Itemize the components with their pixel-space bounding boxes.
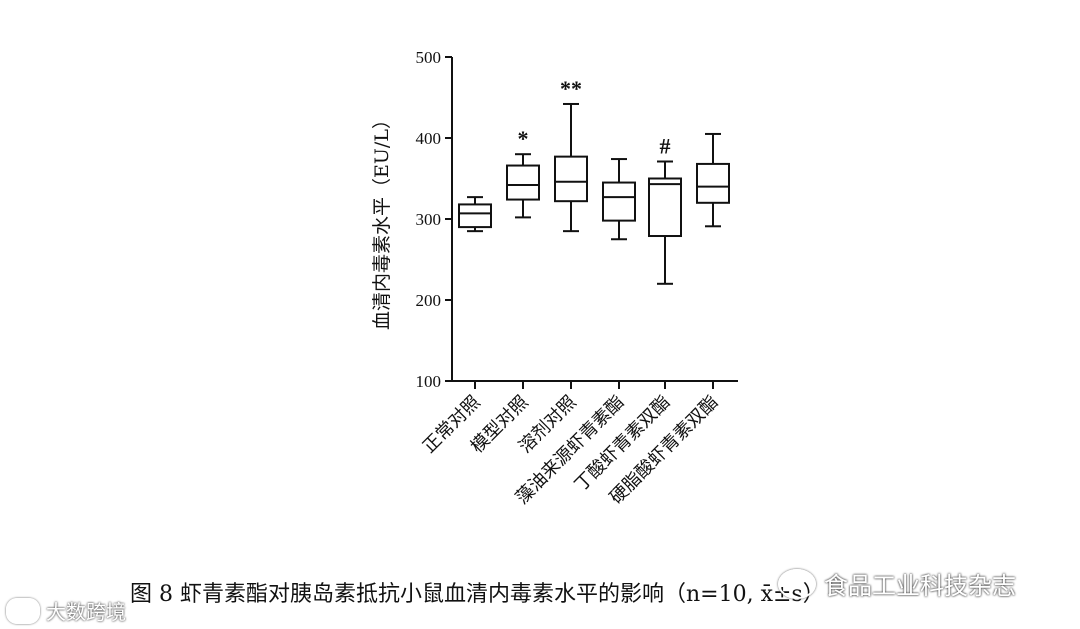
box-4 — [602, 158, 636, 241]
iqr-box — [554, 155, 588, 203]
significance-mark: ** — [560, 76, 582, 101]
chart-axes — [445, 56, 738, 389]
iqr-box — [602, 181, 636, 222]
box-1 — [458, 196, 492, 233]
box-6 — [696, 132, 730, 228]
y-tick-label: 400 — [416, 129, 442, 148]
figure-caption: 图 8 虾青素酯对胰岛素抵抗小鼠血清内毒素水平的影响（n=10, x̄±s） — [130, 582, 825, 607]
significance-mark: # — [660, 133, 671, 158]
watermark-left-text: 大数跨境 — [46, 600, 126, 624]
chart-boxes — [458, 102, 730, 285]
iqr-box — [506, 164, 540, 201]
significance-mark: * — [518, 126, 529, 151]
watermark-right-text: 食品工业科技杂志 — [824, 572, 1016, 600]
y-tick-label: 200 — [416, 291, 442, 310]
y-tick-label: 300 — [416, 210, 442, 229]
watermark-left: 大数跨境 — [6, 596, 126, 625]
y-axis-label: 血清内毒素水平（EU/L） — [371, 110, 393, 330]
wechat-icon — [778, 568, 816, 599]
iqr-box — [458, 203, 492, 229]
box-3 — [554, 102, 588, 233]
iqr-box — [648, 177, 682, 238]
chart-labels: 100200300400500血清内毒素水平（EU/L）正常对照*模型对照**溶… — [371, 48, 723, 508]
box-2 — [506, 153, 540, 219]
iqr-box — [696, 162, 730, 204]
watermark-logo-icon — [6, 597, 40, 624]
watermark-right: 食品工业科技杂志 — [778, 566, 1016, 601]
y-tick-label: 100 — [416, 372, 442, 391]
box-5 — [648, 160, 682, 285]
y-tick-label: 500 — [416, 48, 442, 67]
boxplot-chart: 100200300400500血清内毒素水平（EU/L）正常对照*模型对照**溶… — [371, 48, 738, 508]
